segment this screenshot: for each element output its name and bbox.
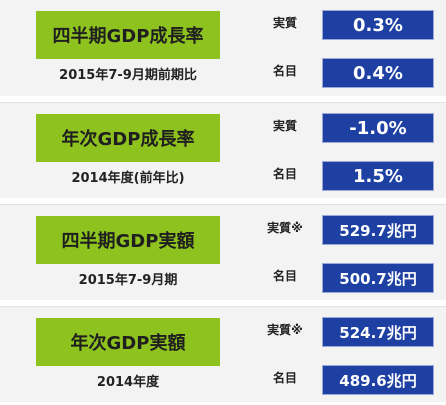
section-period: 2014年度: [96, 375, 160, 390]
section-label: 年次GDP実額: [36, 318, 220, 366]
metric-value-real: -1.0%: [322, 113, 434, 143]
metric-value-nominal: 489.6兆円: [322, 365, 434, 395]
metric-name-nominal: 名目: [272, 167, 297, 181]
metric-name-nominal: 名目: [272, 371, 297, 385]
section-label: 四半期GDP成長率: [36, 11, 220, 59]
metric-value-nominal: 1.5%: [322, 161, 434, 191]
metric-value-real: 524.7兆円: [322, 317, 434, 347]
metric-name-real: 実質※: [267, 221, 303, 235]
metric-value-nominal: 0.4%: [322, 58, 434, 88]
section-period: 2014年度(前年比): [71, 171, 185, 186]
section-annual-gdp-growth: 年次GDP成長率 2014年度(前年比) 実質 -1.0% 名目 1.5%: [0, 102, 446, 198]
metric-name-real: 実質: [272, 16, 297, 30]
metric-value-real: 0.3%: [322, 10, 434, 40]
metric-value-real: 529.7兆円: [322, 215, 434, 245]
section-annual-gdp-amount: 年次GDP実額 2014年度 実質※ 524.7兆円 名目 489.6兆円: [0, 306, 446, 402]
metric-value-nominal: 500.7兆円: [322, 263, 434, 293]
section-label: 年次GDP成長率: [36, 114, 220, 162]
section-period: 2015年7-9月期前期比: [59, 68, 197, 83]
section-label: 四半期GDP実額: [36, 216, 220, 264]
section-quarterly-gdp-growth: 四半期GDP成長率 2015年7-9月期前期比 実質 0.3% 名目 0.4%: [0, 0, 446, 96]
metric-name-nominal: 名目: [272, 269, 297, 283]
section-period: 2015年7-9月期: [78, 273, 178, 288]
metric-name-real: 実質: [272, 119, 297, 133]
metric-name-real: 実質※: [267, 323, 303, 337]
section-quarterly-gdp-amount: 四半期GDP実額 2015年7-9月期 実質※ 529.7兆円 名目 500.7…: [0, 204, 446, 300]
metric-name-nominal: 名目: [272, 64, 297, 78]
